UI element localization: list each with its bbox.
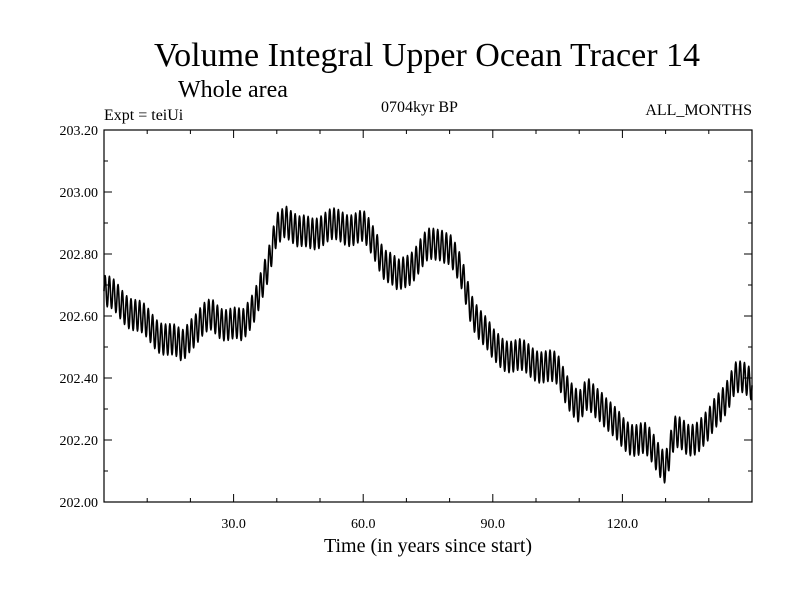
x-axis-label: Time (in years since start)	[324, 535, 532, 557]
y-tick-label: 202.40	[60, 372, 99, 387]
y-tick-label: 202.20	[60, 434, 99, 449]
y-tick-label: 202.00	[60, 496, 99, 511]
x-tick-label: 60.0	[351, 517, 376, 532]
x-tick-label: 90.0	[481, 517, 506, 532]
chart-title: Volume Integral Upper Ocean Tracer 14	[154, 37, 700, 74]
period-label: 0704kyr BP	[381, 99, 458, 116]
series-line	[103, 205, 753, 484]
chart-subtitle: Whole area	[178, 77, 288, 103]
y-tick-label: 203.00	[60, 186, 99, 201]
plot-frame	[103, 129, 753, 503]
x-tick-label: 30.0	[221, 517, 246, 532]
months-label: ALL_MONTHS	[645, 102, 752, 119]
y-tick-label: 202.60	[60, 310, 99, 325]
expt-label: Expt = teiUi	[104, 107, 184, 124]
x-tick-label: 120.0	[607, 517, 639, 532]
y-tick-label: 203.20	[60, 124, 99, 139]
y-tick-label: 202.80	[60, 248, 99, 263]
